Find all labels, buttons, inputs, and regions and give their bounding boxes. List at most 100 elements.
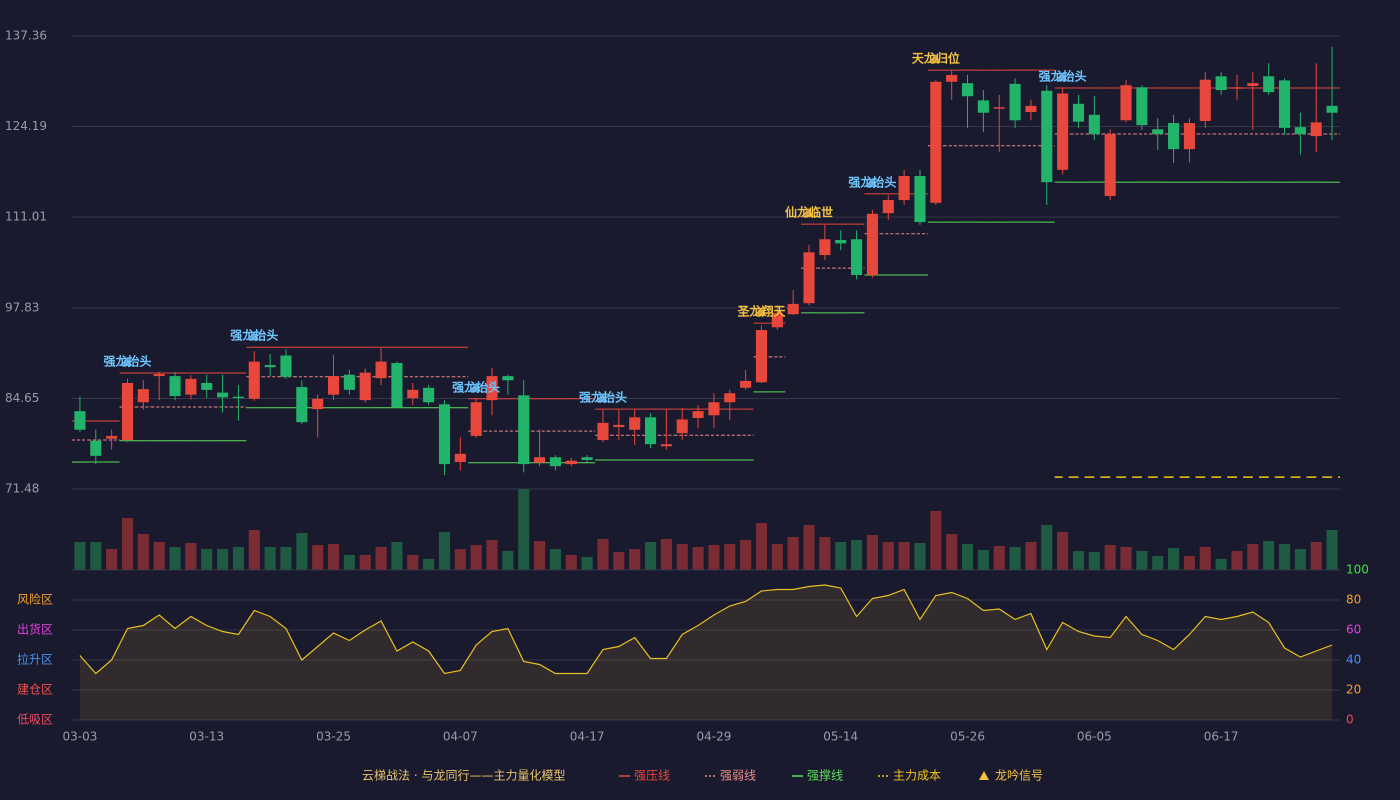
volume-bar: [1136, 551, 1148, 570]
volume-bar: [1263, 541, 1275, 570]
volume-bar: [1168, 548, 1180, 570]
volume-bar: [644, 542, 657, 570]
candle-body: [1263, 76, 1275, 93]
candle-body: [565, 460, 577, 465]
candle-body: [502, 376, 514, 381]
volume-bar: [470, 545, 482, 570]
signal-marker: [122, 356, 133, 366]
y2-tick-label: 60: [1346, 623, 1361, 637]
volume-bar: [74, 542, 86, 570]
signal-marker: [756, 307, 767, 317]
candle-body: [137, 389, 149, 403]
volume-bar: [946, 534, 958, 570]
volume-bar: [1231, 551, 1243, 570]
volume-bar: [185, 543, 197, 570]
candle-body: [1025, 105, 1037, 113]
volume-bar: [1104, 545, 1116, 570]
candle-body: [296, 387, 308, 423]
candle-body: [787, 303, 799, 315]
zone-label: 拉升区: [17, 652, 53, 667]
x-tick-label: 03-13: [189, 730, 224, 744]
volume-bar: [121, 518, 134, 570]
volume-bar: [1088, 552, 1100, 570]
volume-bar: [1278, 544, 1291, 570]
volume-bar: [993, 546, 1005, 570]
x-tick-label: 03-03: [62, 730, 97, 744]
volume-bar: [90, 542, 102, 570]
legend-label: 龙吟信号: [995, 768, 1043, 783]
legend-label: 强弱线: [720, 769, 756, 783]
candle-body: [1215, 76, 1227, 91]
candle-body: [930, 81, 942, 203]
x-tick-label: 06-17: [1204, 730, 1239, 744]
y2-tick-label: 0: [1346, 713, 1354, 727]
volume-bar: [819, 537, 831, 570]
candle-body: [280, 355, 292, 377]
volume-bar: [153, 542, 165, 570]
candle-body: [153, 374, 165, 377]
volume-bar: [1120, 547, 1132, 570]
candle-body: [470, 402, 482, 436]
x-tick-label: 04-29: [696, 730, 731, 744]
candle-body: [217, 392, 229, 398]
candle-body: [946, 74, 958, 82]
candle-body: [597, 422, 609, 441]
candle-body: [803, 252, 815, 304]
zone-label: 建仓区: [17, 683, 53, 697]
candle-body: [977, 100, 989, 113]
candle-body: [534, 457, 546, 463]
x-tick-label: 04-07: [443, 730, 478, 744]
candle-body: [676, 419, 688, 434]
candle-body: [692, 411, 704, 419]
volume-bar: [1072, 551, 1085, 570]
volume-bar: [771, 544, 783, 570]
signal-marker: [249, 331, 260, 341]
candle-body: [1183, 123, 1195, 150]
candle-body: [724, 393, 736, 403]
candle-body: [185, 378, 197, 395]
candle-body: [708, 402, 720, 416]
candle-body: [613, 424, 625, 427]
candle-body: [993, 107, 1005, 109]
candle-body: [549, 457, 561, 467]
legend-label: 主力成本: [893, 769, 941, 783]
candle-body: [851, 239, 863, 276]
y-tick-label: 84.65: [5, 391, 39, 405]
volume-bar: [1247, 544, 1259, 570]
volume-bar: [851, 540, 863, 570]
candle-body: [121, 382, 134, 441]
legend-label: 强压线: [634, 769, 670, 783]
candle-body: [1231, 87, 1243, 89]
volume-bar: [1152, 556, 1164, 570]
candle-body: [755, 330, 768, 383]
zone-label: 低吸区: [17, 713, 53, 727]
volume-bar: [438, 532, 451, 570]
signal-marker: [597, 393, 608, 403]
candle-body: [1009, 83, 1021, 121]
volume-bar: [613, 552, 625, 570]
volume-bar: [502, 551, 514, 570]
volume-bar: [1025, 542, 1037, 570]
volume-bar: [423, 559, 435, 570]
legend-swatch: [979, 771, 989, 780]
volume-bar: [835, 542, 847, 570]
volume-bar: [1215, 559, 1227, 570]
volume-bar: [914, 543, 926, 570]
candle-body: [327, 376, 340, 395]
signal-marker: [930, 54, 941, 64]
candle-body: [518, 395, 530, 465]
volume-bar: [961, 544, 974, 570]
candle-body: [629, 417, 641, 430]
y2-tick-label: 40: [1346, 653, 1361, 667]
line-area: [79, 585, 1333, 720]
volume-bar: [740, 540, 752, 570]
volume-bar: [977, 550, 989, 570]
x-tick-label: 04-17: [570, 730, 605, 744]
signal-marker: [1057, 71, 1068, 81]
volume-bar: [565, 555, 577, 570]
y2-tick-label: 100: [1346, 563, 1369, 577]
candle-body: [660, 444, 672, 447]
candle-body: [454, 453, 466, 463]
